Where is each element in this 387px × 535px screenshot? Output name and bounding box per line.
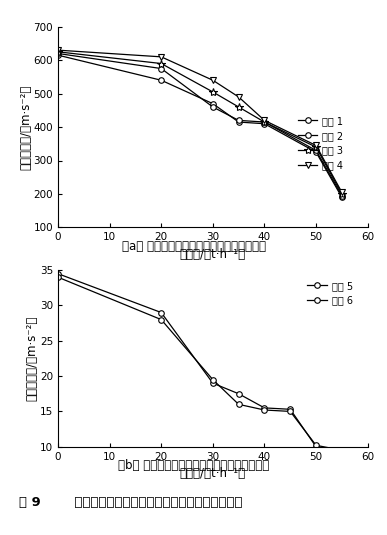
测点 4 [56,47,60,54]
测点 4 [339,189,344,195]
Line: 测点 5: 测点 5 [55,271,345,453]
测点 3 [262,119,267,125]
测点 2 [314,147,319,154]
测点 3 [211,89,215,95]
测点 6 [339,447,344,454]
Legend: 测点 5, 测点 6: 测点 5, 测点 6 [303,277,356,309]
测点 2 [159,65,164,72]
测点 2 [339,193,344,199]
测点 2 [56,50,60,57]
测点 6 [211,377,215,383]
测点 5 [262,404,267,411]
测点 6 [288,408,293,415]
测点 1 [56,52,60,58]
Line: 测点 2: 测点 2 [55,51,345,198]
测点 2 [236,117,241,124]
测点 5 [236,391,241,397]
测点 1 [211,101,215,107]
测点 1 [159,77,164,83]
Text: 给燤量与球磨机筒体及轴承座振动有效値关系图: 给燤量与球磨机筒体及轴承座振动有效値关系图 [66,496,242,509]
Y-axis label: 振动有效値/（m·s⁻²）: 振动有效値/（m·s⁻²） [26,316,39,401]
Line: 测点 1: 测点 1 [55,52,345,200]
测点 3 [314,144,319,150]
Legend: 测点 1, 测点 2, 测点 3, 测点 4: 测点 1, 测点 2, 测点 3, 测点 4 [294,112,347,174]
Line: 测点 4: 测点 4 [55,48,345,195]
测点 2 [211,104,215,110]
测点 2 [262,119,267,125]
测点 6 [236,401,241,408]
测点 1 [236,119,241,125]
测点 6 [56,274,60,280]
Text: 图 9: 图 9 [19,496,41,509]
测点 5 [211,380,215,386]
测点 6 [314,442,319,448]
X-axis label: 给燤量/（t·h⁻¹）: 给燤量/（t·h⁻¹） [180,248,246,261]
测点 4 [314,142,319,149]
Y-axis label: 振动有效値/（m·s⁻²）: 振动有效値/（m·s⁻²） [19,85,32,170]
测点 5 [288,406,293,412]
测点 6 [262,407,267,413]
测点 3 [56,49,60,55]
测点 4 [262,117,267,124]
测点 1 [339,194,344,201]
测点 3 [339,190,344,197]
X-axis label: 给燤量/（t·h⁻¹）: 给燤量/（t·h⁻¹） [180,467,246,480]
测点 5 [339,447,344,454]
Text: （a） 给燤量与筒体各测点振动有效値关系图: （a） 给燤量与筒体各测点振动有效値关系图 [122,240,265,253]
测点 6 [159,316,164,323]
测点 3 [236,104,241,110]
测点 3 [159,60,164,67]
Line: 测点 6: 测点 6 [55,274,345,453]
测点 1 [262,120,267,127]
Line: 测点 3: 测点 3 [54,48,346,198]
测点 4 [159,54,164,60]
测点 5 [314,444,319,450]
Text: （b） 给燤量与前、后轴承座振动有效値关系图: （b） 给燤量与前、后轴承座振动有效値关系图 [118,459,269,472]
测点 5 [56,271,60,277]
测点 4 [236,94,241,100]
测点 5 [159,309,164,316]
测点 4 [211,77,215,83]
测点 1 [314,149,319,155]
